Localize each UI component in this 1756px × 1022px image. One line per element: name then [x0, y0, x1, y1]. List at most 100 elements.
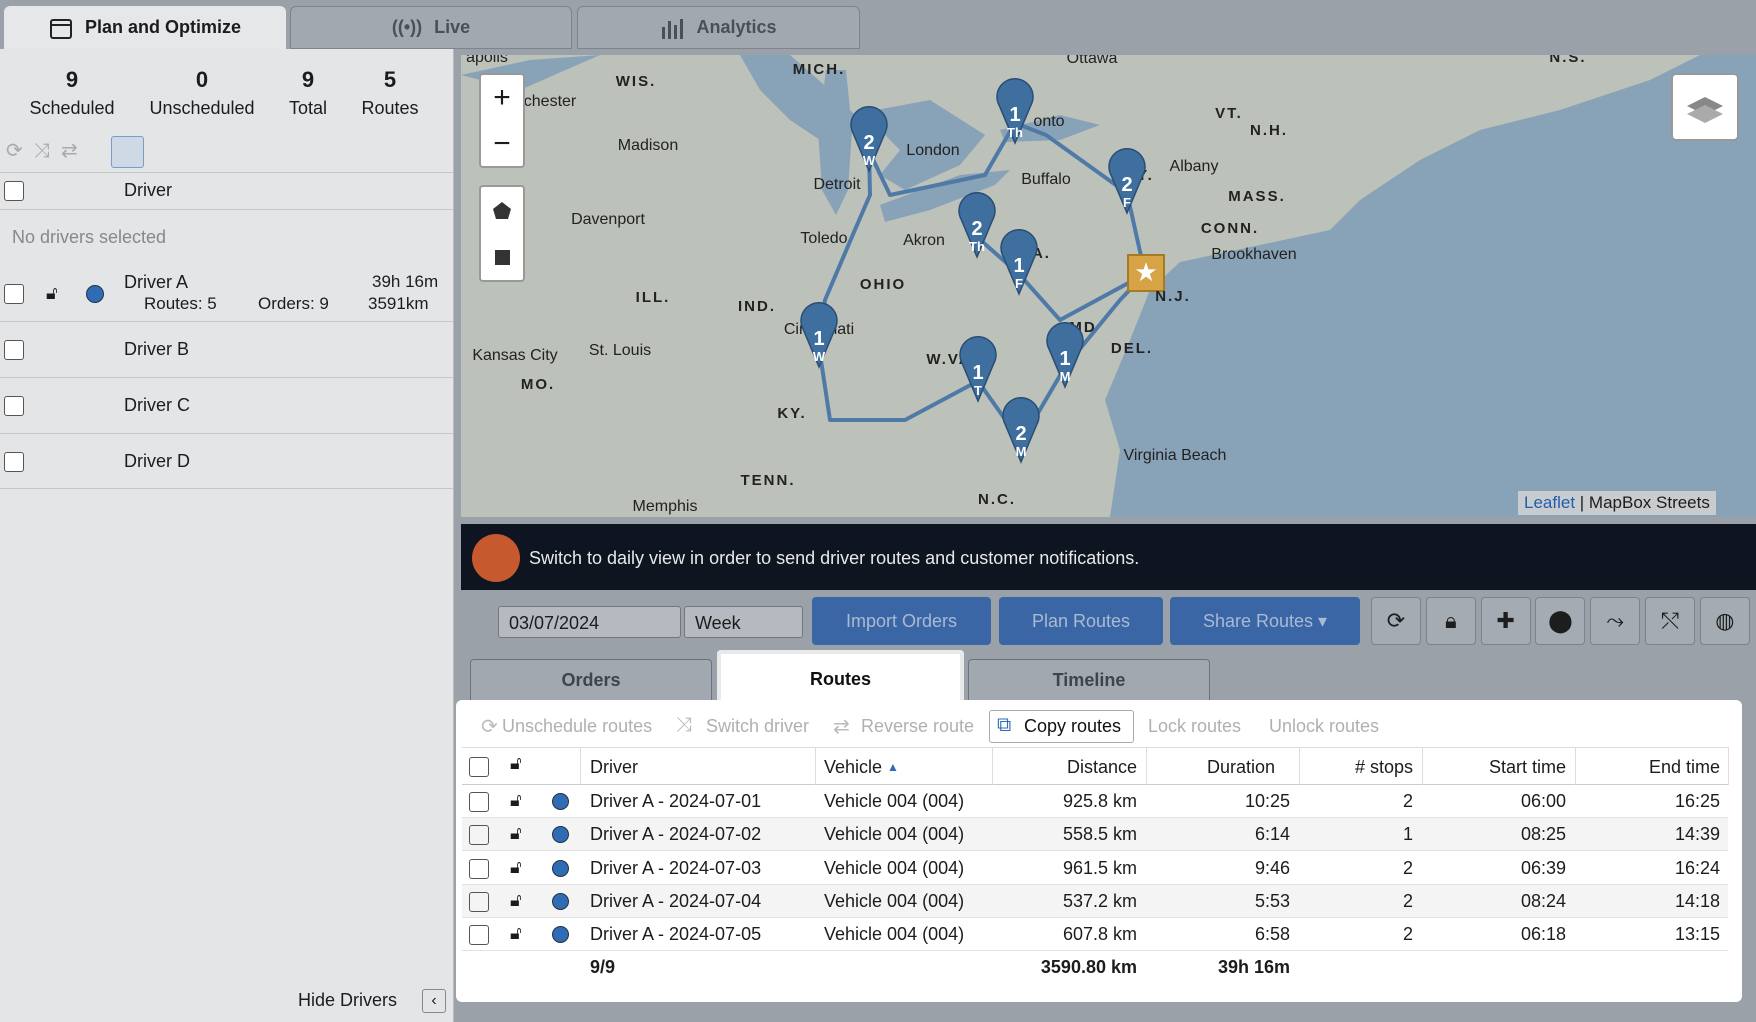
- zoom-control[interactable]: + −: [479, 73, 525, 168]
- pin-number: 1: [813, 328, 824, 350]
- share-button[interactable]: Share Routes ▾: [1170, 597, 1360, 645]
- cell: Vehicle 004 (004): [824, 891, 965, 911]
- map-pin: [1046, 322, 1084, 389]
- route-color: [552, 860, 569, 877]
- checkbox[interactable]: [4, 340, 24, 360]
- stat-value: 9: [301, 67, 315, 92]
- tab[interactable]: Analytics: [577, 6, 860, 49]
- copy-icon[interactable]: [111, 136, 144, 168]
- route-color: [552, 893, 569, 910]
- draw-control[interactable]: [479, 185, 525, 282]
- route-color: [552, 793, 569, 810]
- checkbox[interactable]: [469, 892, 489, 912]
- column-header[interactable]: # stops: [1354, 757, 1413, 777]
- checkbox[interactable]: [4, 451, 24, 472]
- stat-label: Unscheduled: [149, 98, 255, 118]
- column-separator: [1146, 747, 1147, 785]
- date-input[interactable]: 03/07/2024: [498, 606, 681, 638]
- map-label: Memphis: [633, 498, 698, 515]
- icon-button[interactable]: ⤲: [1645, 597, 1695, 645]
- button-label: Plan Routes: [1031, 610, 1131, 631]
- checkbox[interactable]: [469, 757, 489, 777]
- subtab[interactable]: Timeline: [968, 659, 1210, 701]
- subtab[interactable]: Routes: [717, 650, 964, 702]
- checkbox[interactable]: [469, 859, 489, 879]
- action[interactable]: Unschedule routes: [502, 716, 653, 736]
- pin-number: 1: [1059, 348, 1070, 370]
- map-label: IND.: [738, 298, 776, 315]
- cell: Driver A - 2024-07-03: [590, 858, 762, 878]
- action-icon: ⟳: [481, 716, 498, 738]
- driver-routes: Routes: 5: [144, 294, 217, 313]
- action[interactable]: Lock routes: [1148, 716, 1242, 736]
- driver-name: Driver B: [124, 339, 190, 359]
- collapse-button[interactable]: ‹: [422, 989, 446, 1013]
- icon-button[interactable]: ✚: [1480, 597, 1531, 645]
- subtab[interactable]: Orders: [470, 659, 712, 701]
- tab-label: Live: [434, 17, 471, 37]
- row: [462, 918, 1728, 951]
- icon-button[interactable]: 🔒︎: [1425, 597, 1476, 645]
- cell: 2: [1402, 858, 1413, 878]
- period-select[interactable]: Week: [684, 606, 803, 638]
- pin-day: M: [1060, 369, 1071, 384]
- lock-icon: 🔓︎: [510, 890, 522, 910]
- total-distance: 3590.80 km: [1040, 957, 1137, 977]
- routes-card: [456, 700, 1742, 1002]
- checkbox[interactable]: [4, 396, 24, 416]
- layers-control[interactable]: [1671, 73, 1739, 141]
- map-label: Davenport: [571, 211, 645, 228]
- cell: 14:39: [1674, 824, 1720, 844]
- map-label: MICH.: [793, 61, 846, 78]
- empty-note: No drivers selected: [12, 227, 167, 247]
- icon-button[interactable]: ⤳: [1590, 597, 1641, 645]
- action[interactable]: Reverse route: [861, 716, 975, 736]
- drivers-panel: [0, 49, 454, 1022]
- cell: 14:18: [1674, 891, 1720, 911]
- driver-row: [0, 265, 454, 322]
- column-header[interactable]: Driver: [590, 757, 638, 777]
- attribution-link[interactable]: Leaflet: [1524, 493, 1576, 512]
- column-header[interactable]: Distance: [1066, 757, 1137, 777]
- action-frame[interactable]: [989, 710, 1134, 743]
- checkbox[interactable]: [469, 825, 489, 845]
- driver-orders: Orders: 9: [258, 294, 329, 313]
- icon-button[interactable]: ⬤: [1535, 597, 1586, 645]
- tab[interactable]: ((•)) Live: [290, 6, 572, 49]
- lock-icon: 🔓︎: [510, 923, 522, 943]
- map-label: Brookhaven: [1211, 246, 1296, 263]
- stat-value: 0: [195, 67, 209, 92]
- import-button[interactable]: Import Orders: [812, 597, 991, 645]
- cell: 13:15: [1674, 924, 1720, 944]
- column-header[interactable]: Start time: [1488, 757, 1566, 777]
- checkbox[interactable]: [469, 925, 489, 945]
- hide-drivers[interactable]: Hide Drivers: [298, 990, 398, 1010]
- map-label: Albany: [1170, 158, 1219, 175]
- action[interactable]: Unlock routes: [1269, 716, 1380, 736]
- map-label: N.H.: [1250, 122, 1288, 139]
- driver-name: Driver A: [124, 272, 189, 292]
- column-header[interactable]: End time: [1648, 757, 1720, 777]
- tab[interactable]: Plan and Optimize: [4, 6, 286, 49]
- icon-button[interactable]: ◍: [1699, 597, 1750, 645]
- icon-button[interactable]: ⟳: [1371, 597, 1421, 645]
- checkbox[interactable]: [469, 792, 489, 812]
- cell: Vehicle 004 (004): [824, 824, 965, 844]
- cell: 6:58: [1254, 924, 1290, 944]
- cell: 607.8 km: [1062, 924, 1137, 944]
- pin-number: 1: [972, 362, 983, 384]
- checkbox[interactable]: [4, 283, 24, 304]
- cell: Driver A - 2024-07-04: [590, 891, 762, 911]
- map-label: Kansas City: [472, 347, 557, 364]
- action[interactable]: Switch driver: [706, 716, 810, 736]
- lock-icon: 🔓︎: [510, 823, 522, 843]
- drivers-header: [0, 172, 454, 210]
- action[interactable]: Copy routes: [1024, 716, 1122, 736]
- cell: 08:25: [1520, 824, 1566, 844]
- plan-button[interactable]: Plan Routes: [999, 597, 1163, 645]
- checkbox[interactable]: [4, 181, 24, 201]
- column-header[interactable]: Vehicle: [824, 757, 883, 777]
- column-header[interactable]: Duration: [1206, 757, 1275, 777]
- cell: 537.2 km: [1062, 891, 1137, 911]
